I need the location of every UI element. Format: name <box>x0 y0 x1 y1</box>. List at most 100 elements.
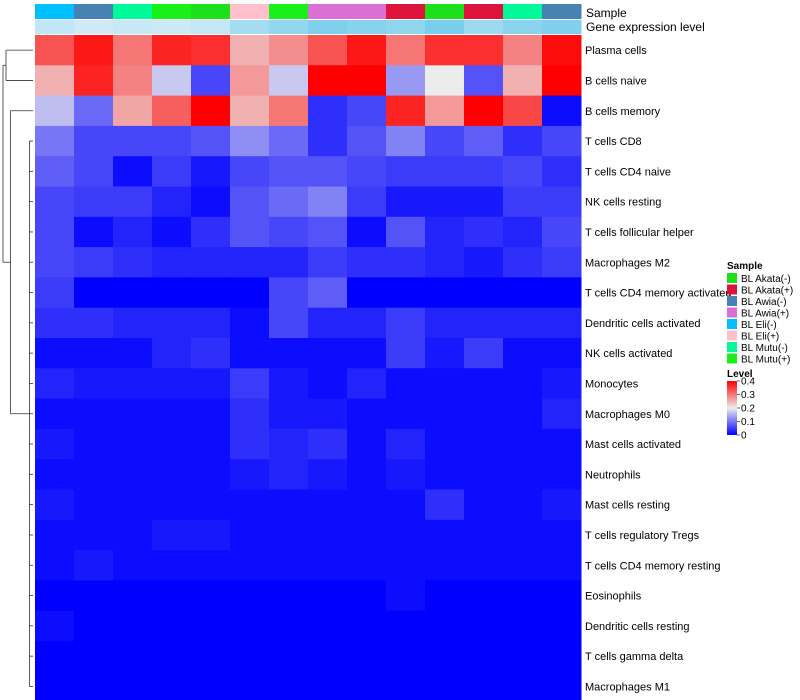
heatmap-cell <box>347 428 387 460</box>
heatmap-cell <box>347 95 387 127</box>
heatmap-cell <box>113 156 153 187</box>
heatmap-cell <box>191 216 231 248</box>
heatmap-cell <box>386 35 426 66</box>
sample-legend-swatch <box>727 284 737 295</box>
heatmap-cell <box>269 489 309 521</box>
heatmap-cell <box>269 247 309 278</box>
heatmap-cell <box>269 550 309 581</box>
heatmap-cell <box>503 95 543 127</box>
heatmap-cell <box>308 610 348 642</box>
level-annotation-cell <box>74 20 114 34</box>
heatmap-cell <box>230 307 270 339</box>
heatmap-cell <box>425 65 465 97</box>
heatmap-cell <box>269 216 309 248</box>
heatmap-cell <box>230 641 270 672</box>
heatmap-cell <box>35 307 75 339</box>
heatmap-cell <box>386 247 426 278</box>
heatmap-cell <box>152 459 192 490</box>
heatmap-cell <box>35 641 75 672</box>
heatmap-cell <box>230 35 270 66</box>
heatmap-cell <box>308 580 348 612</box>
heatmap-cell <box>74 610 114 642</box>
heatmap-cell <box>542 125 582 157</box>
heatmap-cell <box>425 35 465 66</box>
row-label: Mast cells resting <box>585 500 670 512</box>
heatmap-cell <box>74 125 114 157</box>
heatmap-cell <box>308 35 348 66</box>
heatmap-cell <box>230 610 270 642</box>
sample-annotation-cell <box>308 4 348 19</box>
heatmap-cell <box>347 307 387 339</box>
heatmap-cell <box>191 489 231 521</box>
heatmap-cell <box>425 216 465 248</box>
heatmap-cell <box>425 95 465 127</box>
heatmap-cell <box>542 459 582 490</box>
heatmap-cell <box>230 95 270 127</box>
heatmap-cell <box>113 641 153 672</box>
heatmap-cell <box>542 550 582 581</box>
heatmap-cell <box>503 368 543 400</box>
heatmap-cell <box>347 125 387 157</box>
heatmap-cell <box>347 156 387 187</box>
sample-legend-swatch <box>727 296 737 306</box>
row-label: B cells memory <box>585 106 661 118</box>
heatmap-cell <box>191 368 231 400</box>
heatmap-cell <box>191 277 231 309</box>
heatmap-cell <box>269 610 309 642</box>
heatmap-cell <box>152 156 192 187</box>
heatmap-cell <box>386 550 426 581</box>
heatmap-cell <box>152 338 192 369</box>
heatmap-cells <box>35 35 582 700</box>
heatmap-cell <box>191 550 231 581</box>
heatmap-cell <box>503 35 543 66</box>
heatmap-cell <box>74 519 114 551</box>
heatmap-cell <box>191 125 231 157</box>
heatmap-cell <box>269 277 309 309</box>
heatmap-cell <box>542 489 582 521</box>
heatmap-cell <box>542 277 582 309</box>
heatmap-cell <box>35 489 75 521</box>
level-legend-tick-label: 0.3 <box>741 390 755 401</box>
heatmap-cell <box>269 95 309 127</box>
heatmap-cell <box>308 489 348 521</box>
row-label: T cells gamma delta <box>585 651 684 663</box>
row-label: T cells follicular helper <box>585 227 694 239</box>
heatmap-cell <box>230 671 270 700</box>
row-labels: Plasma cells B cells naive B cells memory T… <box>585 45 732 693</box>
heatmap-cell <box>74 338 114 369</box>
heatmap-cell <box>269 125 309 157</box>
heatmap-cell <box>425 459 465 490</box>
sample-legend-label: BL Awia(-) <box>741 297 787 308</box>
heatmap-cell <box>347 368 387 400</box>
heatmap-cell <box>269 186 309 218</box>
heatmap-cell <box>464 125 504 157</box>
heatmap-cell <box>113 65 153 97</box>
heatmap-cell <box>503 641 543 672</box>
heatmap-cell <box>386 338 426 369</box>
heatmap-cell <box>113 671 153 700</box>
heatmap-cell <box>74 186 114 218</box>
heatmap-cell <box>347 247 387 278</box>
sample-legend-label: BL Eli(+) <box>741 332 779 343</box>
heatmap-cell <box>425 125 465 157</box>
heatmap-cell <box>308 156 348 187</box>
heatmap-cell <box>113 459 153 490</box>
heatmap-cell <box>425 671 465 700</box>
heatmap-cell <box>230 125 270 157</box>
heatmap-cell <box>35 459 75 490</box>
level-annotation-cell <box>308 20 348 34</box>
sample-legend-swatch <box>727 273 737 283</box>
level-annotation-title: Gene expression level <box>586 20 705 34</box>
heatmap-cell <box>152 247 192 278</box>
heatmap-cell <box>74 216 114 248</box>
heatmap-cell <box>386 641 426 672</box>
level-color-bar <box>727 381 737 435</box>
heatmap-cell <box>503 338 543 369</box>
heatmap-cell <box>152 519 192 551</box>
heatmap-cell <box>74 307 114 339</box>
heatmap-cell <box>347 216 387 248</box>
heatmap-cell <box>347 489 387 521</box>
heatmap-cell <box>152 65 192 97</box>
row-dendrogram <box>2 49 33 687</box>
heatmap-cell <box>503 398 543 430</box>
